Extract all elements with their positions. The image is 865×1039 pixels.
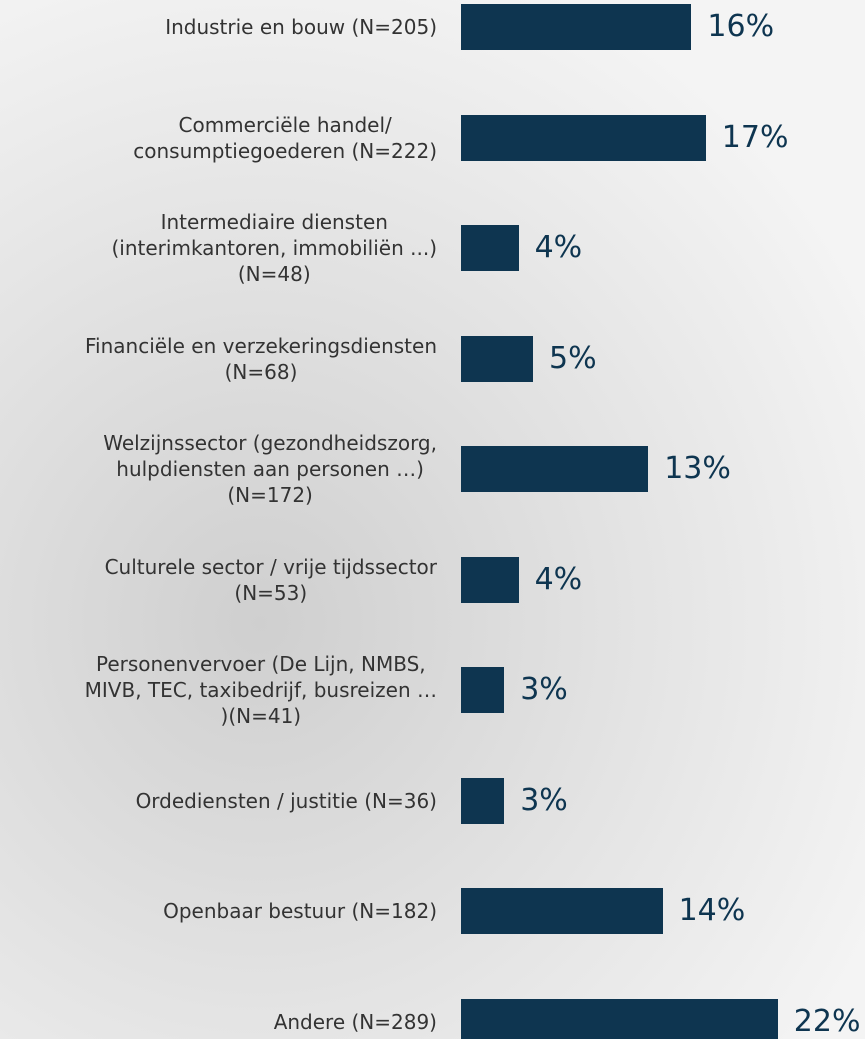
bar bbox=[461, 225, 519, 271]
bar bbox=[461, 4, 692, 50]
category-label-wrap: Intermediaire diensten (interimkantoren,… bbox=[0, 209, 438, 287]
value-label: 4% bbox=[534, 230, 583, 265]
value-label: 16% bbox=[707, 9, 775, 44]
category-label-wrap: Andere (N=289) bbox=[0, 1009, 437, 1035]
value-label: 13% bbox=[664, 451, 731, 486]
category-label-wrap: Personenvervoer (De Lijn, NMBS, MIVB, TE… bbox=[0, 651, 437, 729]
category-label: Industrie en bouw (N=205) bbox=[165, 15, 437, 39]
bar bbox=[461, 556, 519, 603]
category-label: Culturele sector / vrije tijdssector (N=… bbox=[104, 554, 437, 605]
category-label: Personenvervoer (De Lijn, NMBS, MIVB, TE… bbox=[84, 652, 437, 728]
category-label-wrap: Welzijnssector (gezondheidszorg, hulpdie… bbox=[0, 430, 437, 508]
bar bbox=[461, 888, 663, 934]
category-label-wrap: Openbaar bestuur (N=182) bbox=[0, 898, 437, 924]
bar bbox=[461, 667, 505, 713]
value-label: 4% bbox=[534, 561, 583, 597]
category-label: Financiële en verzekeringsdiensten (N=68… bbox=[84, 333, 437, 384]
bar bbox=[461, 998, 778, 1039]
category-label-wrap: Financiële en verzekeringsdiensten (N=68… bbox=[0, 333, 437, 385]
category-label: Andere (N=289) bbox=[273, 1009, 437, 1034]
bar bbox=[461, 114, 706, 161]
category-label: Ordediensten / justitie (N=36) bbox=[135, 788, 437, 813]
category-label-wrap: Commerciële handel/ consumptiegoederen (… bbox=[0, 112, 437, 164]
category-label-wrap: Industrie en bouw (N=205) bbox=[0, 14, 437, 40]
category-label: Commerciële handel/ consumptiegoederen (… bbox=[133, 112, 437, 163]
value-label: 22% bbox=[793, 1003, 861, 1039]
value-label: 5% bbox=[549, 340, 597, 376]
value-label: 17% bbox=[721, 119, 789, 155]
value-label: 3% bbox=[520, 672, 568, 707]
category-label: Intermediaire diensten (interimkantoren,… bbox=[111, 210, 438, 286]
value-label: 3% bbox=[520, 782, 568, 818]
category-label: Welzijnssector (gezondheidszorg, hulpdie… bbox=[103, 431, 437, 507]
bar bbox=[461, 335, 533, 382]
category-label: Openbaar bestuur (N=182) bbox=[163, 899, 437, 923]
category-label-wrap: Culturele sector / vrije tijdssector (N=… bbox=[0, 554, 437, 606]
category-label-wrap: Ordediensten / justitie (N=36) bbox=[0, 788, 437, 814]
bar bbox=[461, 777, 505, 824]
bar bbox=[461, 446, 649, 492]
value-label: 14% bbox=[678, 893, 746, 928]
